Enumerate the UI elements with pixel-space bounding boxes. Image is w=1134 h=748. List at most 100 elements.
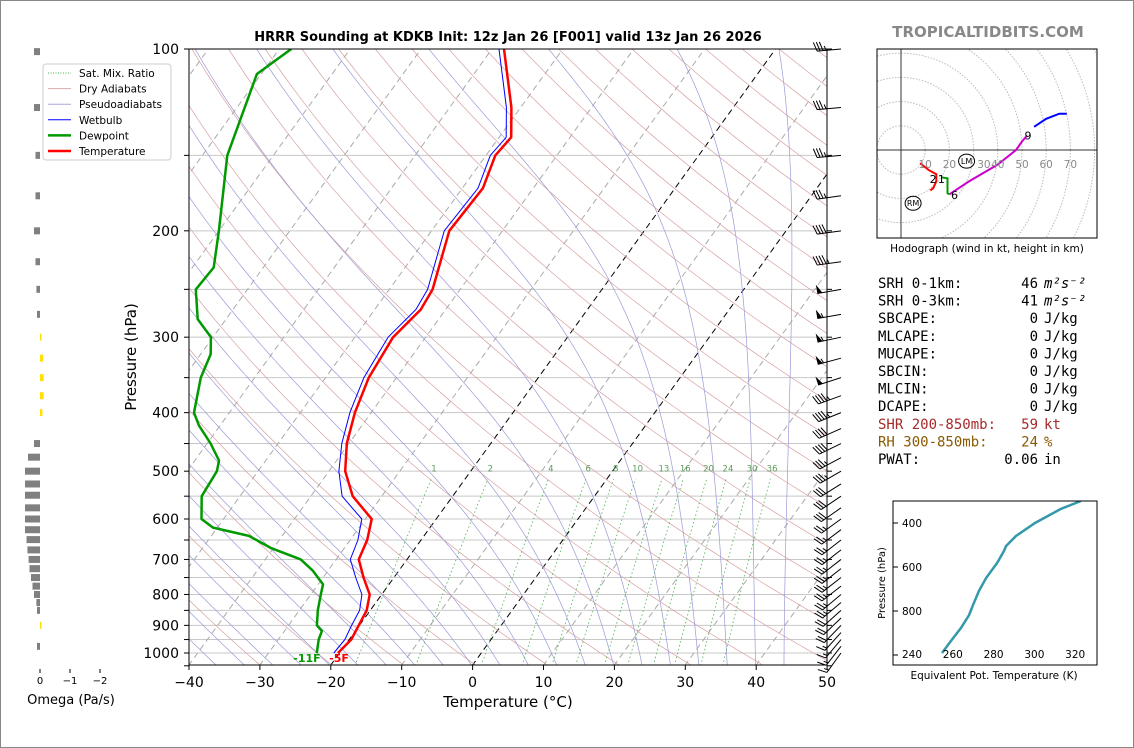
barb-full bbox=[816, 619, 826, 625]
y-tick-label: 800 bbox=[152, 587, 179, 603]
barb-shaft bbox=[820, 483, 842, 498]
barb-full bbox=[817, 661, 827, 666]
barb-shaft bbox=[817, 230, 842, 235]
mixing-ratio-line bbox=[551, 478, 614, 665]
mixing-ratio-line bbox=[604, 478, 663, 665]
index-label: MLCAPE: bbox=[878, 329, 937, 345]
omega-bar bbox=[25, 504, 40, 512]
omega-bar bbox=[34, 48, 40, 56]
surface-dewpoint-label: -11F bbox=[293, 652, 320, 665]
omega-bar bbox=[25, 491, 40, 499]
theta-e-xlabel: Equivalent Pot. Temperature (K) bbox=[910, 670, 1077, 682]
theta-e-line bbox=[940, 501, 1082, 654]
right-mover-marker bbox=[904, 195, 922, 211]
index-label: SBCAPE: bbox=[878, 311, 937, 327]
isotherm-line bbox=[613, 369, 827, 665]
barb-full bbox=[812, 100, 818, 110]
wind-barb bbox=[815, 376, 842, 386]
barb-shaft bbox=[821, 539, 842, 556]
wind-barb bbox=[812, 100, 842, 111]
barb-full bbox=[817, 669, 828, 673]
dewpoint-line bbox=[192, 49, 325, 654]
omega-panel: 0 −1 −2 bbox=[25, 48, 107, 687]
barb-full bbox=[817, 411, 825, 420]
mixing-ratio-label: 8 bbox=[613, 465, 618, 475]
x-tick-label: 20 bbox=[605, 675, 623, 691]
barb-full bbox=[815, 41, 821, 52]
dry-adiabat-line bbox=[189, 471, 405, 665]
mixing-ratio-label: 36 bbox=[767, 465, 778, 475]
index-unit: J/kg bbox=[1044, 346, 1078, 362]
omega-bar bbox=[28, 453, 40, 461]
theta-e-panel: 240 260 280 300 320 400 600 800 bbox=[892, 500, 1098, 666]
barb-shaft bbox=[817, 154, 842, 158]
pseudoadiabat-line bbox=[428, 49, 700, 665]
hodograph-trace bbox=[941, 176, 950, 196]
barb-full bbox=[816, 602, 826, 609]
barb-full bbox=[812, 396, 819, 405]
index-value: 0.06 bbox=[1004, 452, 1038, 468]
barb-half bbox=[823, 193, 827, 199]
wind-barb bbox=[817, 646, 842, 666]
barb-full bbox=[812, 430, 820, 439]
mixing-ratio-line bbox=[415, 478, 489, 665]
barb-shaft bbox=[819, 470, 842, 484]
index-label: SBCIN: bbox=[878, 364, 929, 380]
hodograph-ring-label: 30 bbox=[977, 159, 990, 171]
wind-barb bbox=[815, 625, 842, 644]
x-tick-label: −20 bbox=[316, 675, 346, 691]
dry-adiabat-line bbox=[189, 535, 333, 665]
dry-adiabat-line bbox=[189, 348, 548, 665]
index-unit: m²s⁻² bbox=[1043, 294, 1086, 310]
barb-full bbox=[813, 549, 823, 556]
isotherm-line bbox=[189, 49, 493, 470]
wind-barb bbox=[815, 617, 842, 636]
isotherm-line bbox=[189, 49, 422, 372]
y-tick-label: 300 bbox=[152, 330, 179, 346]
key-isotherm-line bbox=[471, 173, 827, 665]
barb-shaft bbox=[823, 625, 842, 643]
barb-half bbox=[822, 526, 827, 530]
wind-barb bbox=[812, 255, 842, 266]
pseudoadiabat-line bbox=[189, 582, 274, 665]
mixing-ratio-line bbox=[652, 478, 708, 665]
omega-bar bbox=[32, 582, 40, 590]
wind-barb bbox=[813, 585, 842, 602]
y-tick-label: 100 bbox=[152, 42, 179, 58]
barb-shaft bbox=[821, 585, 842, 602]
barb-half bbox=[822, 537, 827, 541]
hodograph-caption: Hodograph (wind in kt, height in km) bbox=[890, 243, 1084, 255]
barb-shaft bbox=[817, 195, 842, 200]
barb-shaft bbox=[818, 428, 842, 439]
mixing-ratio-label: 16 bbox=[680, 465, 691, 475]
barb-half bbox=[823, 152, 827, 157]
barb-full bbox=[815, 225, 821, 234]
isotherm-line bbox=[826, 664, 827, 665]
index-unit: kt bbox=[1044, 417, 1061, 433]
pseudoadiabat-line bbox=[189, 196, 558, 665]
mixing-ratio-line bbox=[722, 478, 771, 665]
barb-shaft bbox=[817, 357, 842, 365]
dry-adiabat-line bbox=[815, 49, 827, 59]
index-value: 46 bbox=[1021, 276, 1038, 292]
barb-full bbox=[813, 515, 822, 523]
omega-bar bbox=[25, 467, 40, 475]
dry-adiabat-line bbox=[189, 226, 692, 665]
pseudoadiabat-line bbox=[676, 49, 756, 665]
hodograph-trace bbox=[948, 134, 1028, 196]
wind-barb bbox=[813, 539, 842, 556]
omega-bar bbox=[35, 151, 40, 159]
omega-bar bbox=[36, 285, 40, 293]
index-unit: J/kg bbox=[1044, 382, 1078, 398]
pseudoadiabat-line bbox=[189, 463, 387, 665]
left-mover-marker-label: LM bbox=[961, 157, 972, 166]
index-unit: m²s⁻² bbox=[1043, 276, 1086, 292]
x-tick-label: 10 bbox=[535, 675, 553, 691]
barb-full bbox=[818, 100, 824, 110]
wind-barb bbox=[815, 333, 842, 343]
pseudoadiabat-line bbox=[332, 49, 671, 665]
wind-barb bbox=[813, 529, 842, 545]
isotherm-line bbox=[189, 49, 280, 175]
barb-full bbox=[816, 610, 826, 617]
omega-bar bbox=[37, 310, 40, 318]
